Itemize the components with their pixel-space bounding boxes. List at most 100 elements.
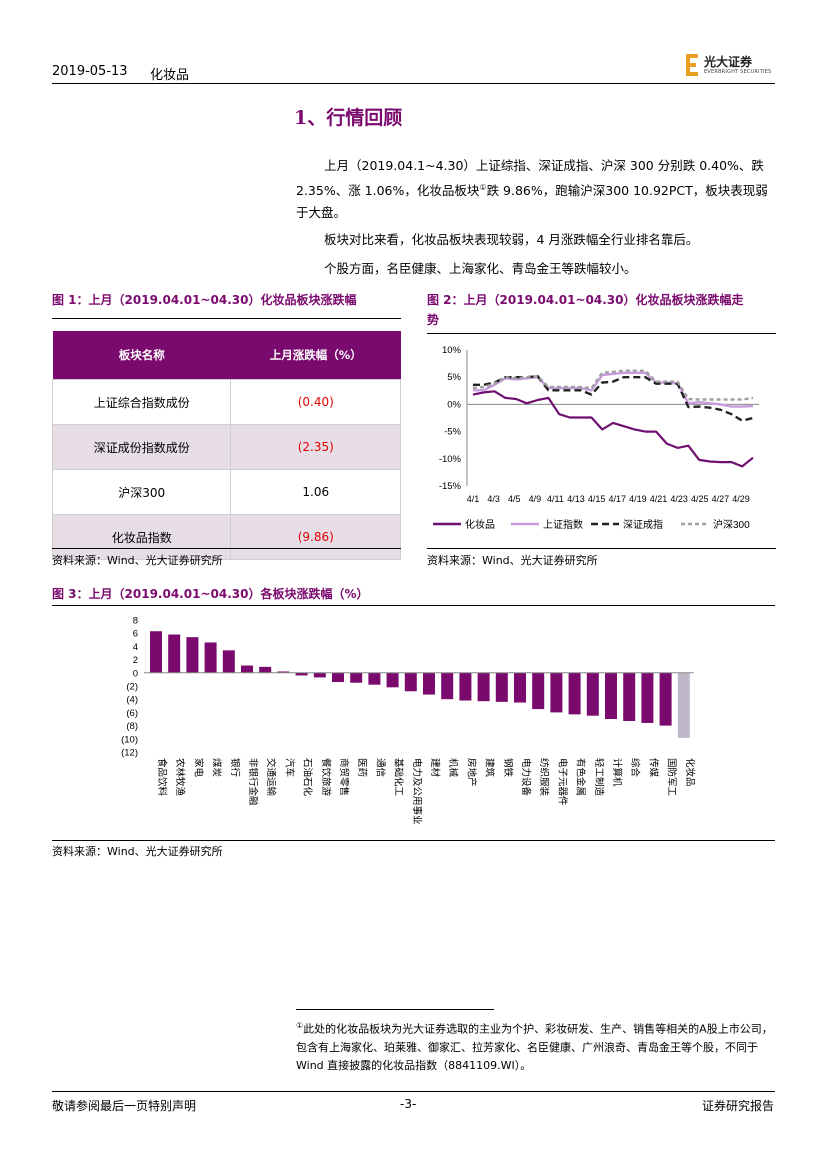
fig2-bottom-rule <box>427 548 776 549</box>
bar <box>404 672 417 692</box>
legend-label: 上证指数 <box>543 518 583 531</box>
x-category-label: 电力设备 <box>520 758 532 797</box>
report-topic: 化妆品 <box>150 68 190 83</box>
x-category-label: 钢铁 <box>502 758 514 778</box>
company-logo: 光大证券 EVERBRIGHT SECURITIES <box>686 51 778 79</box>
bar <box>368 672 381 685</box>
x-tick-label: 4/19 <box>629 494 647 504</box>
x-category-label: 基础化工 <box>393 758 405 797</box>
bar <box>659 672 672 726</box>
table-header-row: 板块名称 上月涨跌幅（%） <box>52 331 401 380</box>
paragraph-stocks-text: 个股方面，名臣健康、上海家化、青岛金王等跌幅较小。 <box>324 261 637 276</box>
footnote-marker: ① <box>296 1021 304 1030</box>
y-tick-label: (12) <box>121 748 138 759</box>
y-tick-label: -5% <box>444 427 461 438</box>
x-category-label: 建筑 <box>484 758 496 778</box>
x-category-label: 通信 <box>374 758 386 777</box>
header-rule <box>52 83 775 84</box>
x-category-label: 农林牧渔 <box>174 758 186 797</box>
x-category-label: 建材 <box>429 758 441 778</box>
fig3-source: 资料来源：Wind、光大证券研究所 <box>52 845 223 858</box>
x-tick-label: 4/13 <box>567 494 585 504</box>
legend-label: 化妆品 <box>465 518 495 531</box>
bar <box>386 672 399 688</box>
bar <box>623 672 636 721</box>
x-tick-label: 4/5 <box>508 494 521 504</box>
bar <box>168 634 181 673</box>
y-tick-label: (2) <box>126 682 138 693</box>
x-category-label: 机械 <box>447 758 459 778</box>
fig3-title: 图 3：上月（2019.04.01~04.30）各板块涨跌幅（%） <box>52 587 369 601</box>
fig2-line-chart: 10%5%0%-5%-10%-15%4/1 4/3 4/5 4/9 4/11 4/13 4/… <box>433 345 759 531</box>
legend-label: 沪深300 <box>713 518 750 531</box>
series-line-0 <box>472 390 754 468</box>
x-category-label: 化妆品 <box>684 758 696 787</box>
fig2-title-line2: 势 <box>427 313 440 327</box>
footer-disclaimer: 敬请参阅最后一页特别声明 <box>52 1099 197 1113</box>
footnote-marker: ① <box>479 183 487 192</box>
y-tick-label: 6 <box>133 629 138 640</box>
section-title: 1、行情回顾 <box>294 107 403 129</box>
x-category-label: 有色金属 <box>575 758 587 796</box>
bar <box>186 637 199 673</box>
y-tick-label: 8 <box>133 616 138 627</box>
table-row: 化妆品指数 (9.86) <box>51 514 401 560</box>
x-category-label: 餐饮旅游 <box>320 758 332 797</box>
x-tick-label: 4/15 <box>588 494 606 504</box>
x-category-label: 综合 <box>629 758 641 778</box>
x-category-label: 国防军工 <box>666 758 678 797</box>
table-cell-name: 沪深300 <box>51 469 232 515</box>
bar <box>204 642 217 673</box>
x-tick-label: 4/21 <box>650 494 668 504</box>
table-cell-name: 化妆品指数 <box>51 514 232 560</box>
x-tick-label: 4/11 <box>547 494 564 504</box>
y-tick-label: 5% <box>447 372 461 383</box>
series-line-1 <box>473 371 754 408</box>
y-tick-label: (8) <box>126 721 138 732</box>
table-cell-name: 深证成份指数成份 <box>51 424 232 470</box>
bar <box>423 672 435 695</box>
bar <box>568 672 581 715</box>
footnote-text: 此处的化妆品板块为光大证券选取的主业为个护、彩妆研发、生产、销售等相关的A股上市… <box>296 1022 773 1072</box>
table-header-change: 上月涨跌幅（%） <box>230 331 401 380</box>
table-header-name: 板块名称 <box>52 331 231 380</box>
x-category-label: 电子元器件 <box>556 758 568 806</box>
x-category-label: 石油石化 <box>302 758 314 797</box>
fig2-title-line1: 图 2：上月（2019.04.01~04.30）化妆品板块涨跌幅走 <box>427 293 744 307</box>
x-tick-label: 4/9 <box>529 494 542 504</box>
bar <box>332 672 344 683</box>
y-tick-label: -10% <box>439 454 462 465</box>
x-category-label: 交通运输 <box>265 758 277 797</box>
bar <box>477 672 490 702</box>
table-row: 上证综合指数成份 (0.40) <box>51 379 401 425</box>
x-category-label: 医药 <box>356 758 367 777</box>
bar <box>295 672 308 676</box>
table-row: 沪深300 1.06 <box>51 469 401 515</box>
bar <box>641 672 654 723</box>
footer-report-type: 证券研究报告 <box>702 1099 775 1113</box>
x-tick-label: 4/23 <box>670 494 688 504</box>
fig1-table: 板块名称 上月涨跌幅（%） 上证综合指数成份 (0.40) 深证成份指数成份 (… <box>51 331 401 560</box>
y-tick-label: 2 <box>133 655 138 666</box>
footer-rule <box>52 1091 775 1092</box>
y-tick-label: -15% <box>439 481 462 492</box>
logo-subtext: EVERBRIGHT SECURITIES <box>704 69 772 75</box>
x-category-label: 商贸零售 <box>338 758 350 796</box>
table-cell-value: (9.86) <box>230 514 401 560</box>
x-tick-label: 4/29 <box>732 494 750 504</box>
x-category-label: 家电 <box>192 758 204 778</box>
bar <box>350 672 363 683</box>
x-tick-label: 4/1 <box>467 494 480 504</box>
paragraph-stocks: 个股方面，名臣健康、上海家化、青岛金王等跌幅较小。 <box>296 258 776 280</box>
fig1-bottom-rule <box>52 548 401 549</box>
bar <box>441 672 454 700</box>
bar <box>550 672 563 713</box>
y-tick-label: 0% <box>447 399 461 410</box>
logo-mark-icon <box>686 54 698 76</box>
paragraph-market-part2: 跌 9.86%，跑输沪深300 10.92PCT，板块表现弱于大盘。 <box>296 183 768 221</box>
paragraph-market: 上月（2019.04.1~4.30）上证综指、深证成指、沪深 300 分别跌 0… <box>296 155 776 224</box>
fig1-title: 图 1：上月（2019.04.01~04.30）化妆品板块涨跌幅 <box>52 293 357 307</box>
bar <box>677 672 690 738</box>
x-tick-label: 4/17 <box>609 494 627 504</box>
bar <box>277 671 290 673</box>
